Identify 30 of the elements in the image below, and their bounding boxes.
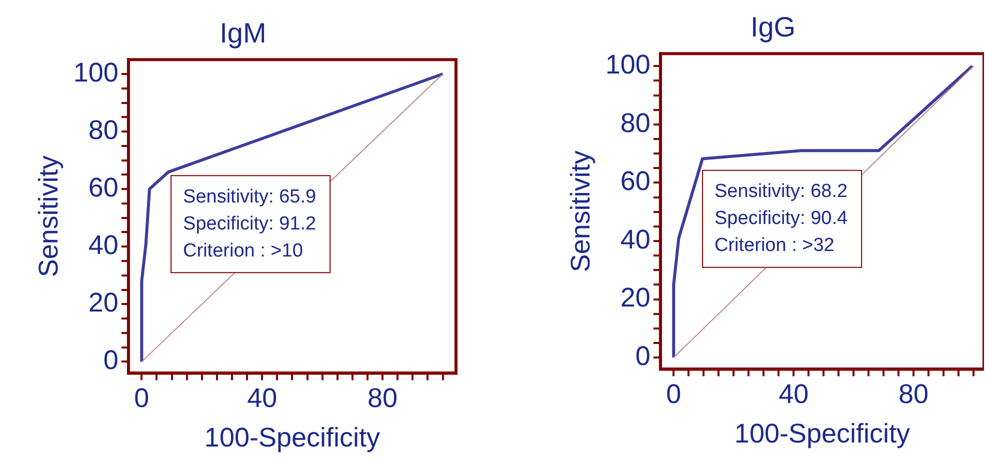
y-tick-label: 80	[88, 114, 118, 145]
annotation: Criterion : >32	[714, 235, 834, 256]
x-tick-label: 0	[134, 382, 150, 413]
annotation: Specificity: 91.2	[183, 213, 316, 234]
x-tick-label: 40	[778, 378, 809, 409]
y-tick-label: 80	[620, 108, 650, 138]
annotation: Sensitivity: 65.9	[183, 186, 316, 208]
y-tick-label: 20	[620, 282, 650, 313]
y-tick-label: 0	[635, 340, 650, 371]
x-axis-title: 100-Specificity	[734, 418, 911, 448]
y-tick-label: 100	[605, 50, 650, 80]
x-axis-title: 100-Specificity	[204, 422, 381, 452]
annotation: Specificity: 90.4	[714, 208, 848, 230]
y-axis-title: Sensitivity	[566, 150, 596, 272]
y-tick-label: 0	[103, 345, 118, 376]
y-tick-label: 60	[620, 166, 650, 196]
y-axis-title: Sensitivity	[34, 155, 64, 278]
y-tick-label: 20	[88, 288, 118, 318]
annotation: Criterion : >10	[183, 240, 303, 262]
annotation: Sensitivity: 68.2	[714, 181, 848, 202]
x-tick-label: 80	[898, 378, 929, 409]
x-tick-label: 40	[247, 382, 278, 413]
y-tick-label: 40	[88, 230, 118, 260]
x-tick-label: 0	[666, 378, 682, 409]
chart-title: IgG	[750, 12, 796, 43]
y-tick-label: 60	[88, 172, 118, 203]
x-tick-label: 80	[368, 382, 398, 413]
chart-title: IgM	[220, 18, 266, 49]
y-tick-label: 40	[620, 224, 650, 254]
y-tick-label: 100	[73, 57, 118, 88]
